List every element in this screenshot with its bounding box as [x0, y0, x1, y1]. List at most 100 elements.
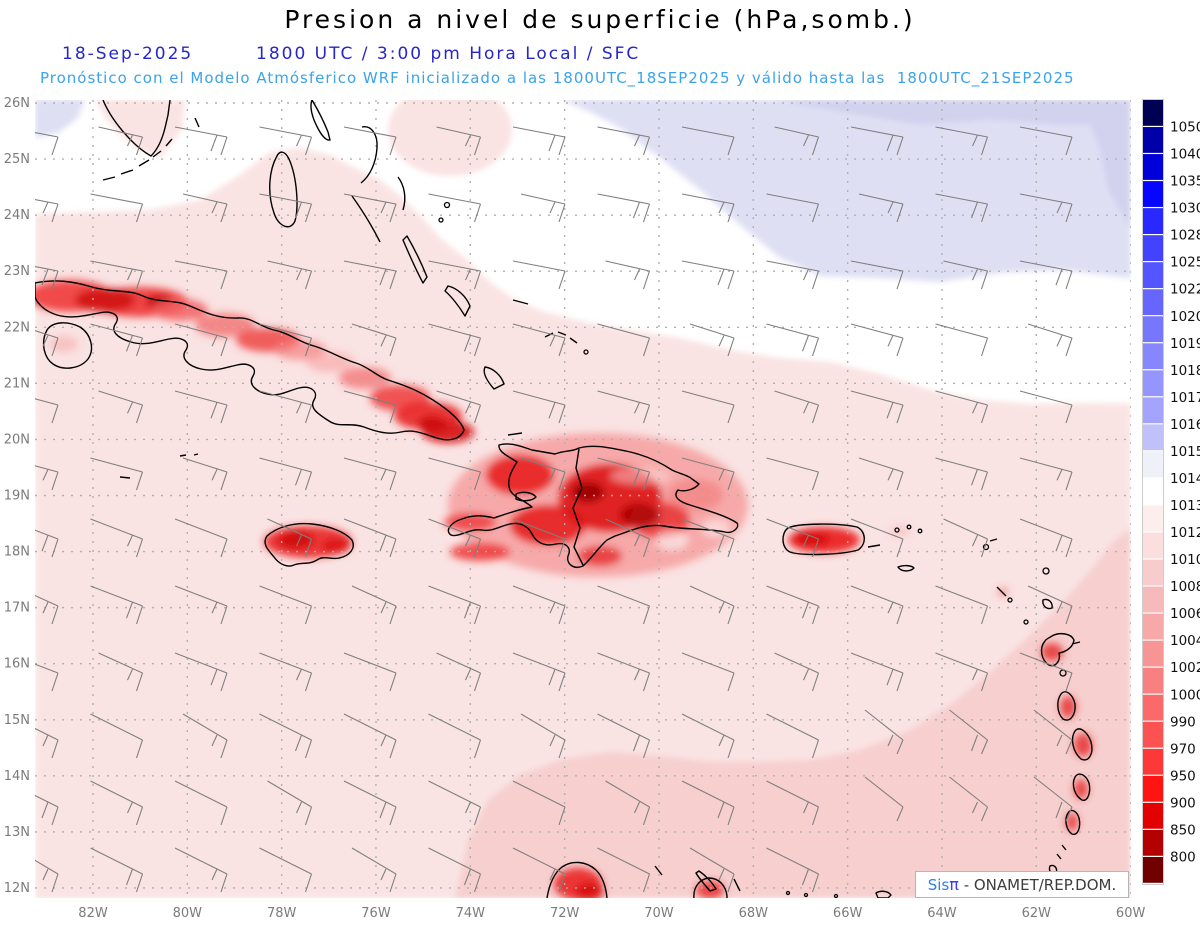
wind-barb — [35, 465, 59, 491]
island-outline — [894, 527, 900, 533]
pressure-low-blob — [610, 468, 670, 484]
island-outline — [906, 524, 912, 530]
wind-barb — [259, 323, 313, 357]
wind-barb — [597, 713, 651, 759]
coastline — [867, 544, 881, 548]
colorbar-tick-label: 950 — [1170, 768, 1196, 784]
wind-barb — [681, 652, 735, 692]
wind-barb — [766, 585, 820, 625]
wind-barb — [605, 518, 651, 558]
wind-barb — [343, 126, 397, 156]
wind-barb — [512, 260, 566, 290]
sispi-label: Sis — [927, 876, 950, 894]
wind-barb — [681, 457, 735, 491]
lat-label: 22N — [4, 320, 30, 335]
colorbar-tick-label: 1000 — [1170, 687, 1200, 703]
wind-barb — [935, 193, 989, 223]
pressure-low-blob — [572, 482, 604, 502]
wind-barb — [774, 126, 820, 156]
colorbar-segment — [1143, 694, 1163, 721]
wind-barb — [428, 193, 482, 223]
wind-barb — [259, 652, 313, 692]
wind-barb — [182, 713, 228, 759]
wind-barb — [1019, 126, 1073, 156]
pressure-low-blob — [576, 883, 604, 898]
lat-label: 19N — [4, 488, 30, 503]
coastline — [35, 280, 465, 441]
coastline — [897, 564, 915, 572]
colorbar-segment — [1143, 613, 1163, 640]
wind-barb — [935, 457, 989, 491]
run-date: 18-Sep-2025 — [62, 44, 194, 64]
wind-barb — [689, 847, 735, 893]
wind-barb — [766, 193, 820, 223]
lon-label: 72W — [550, 906, 580, 921]
coastline — [397, 176, 406, 211]
wind-barb — [174, 518, 228, 558]
wind-barb — [98, 390, 144, 424]
coastline — [351, 195, 381, 243]
wind-barb — [597, 193, 651, 223]
colorbar-tick-label: 990 — [1170, 714, 1196, 730]
pressure-low-blob — [1060, 696, 1076, 718]
wind-barb — [512, 847, 566, 893]
wind-barb — [1027, 585, 1073, 625]
wind-barb — [681, 780, 735, 826]
lon-label: 80W — [173, 906, 203, 921]
island-outline — [583, 349, 589, 355]
lon-label: 68W — [739, 906, 769, 921]
wind-barb — [174, 780, 228, 826]
lat-label: 24N — [4, 208, 30, 223]
colorbar-segment — [1143, 181, 1163, 207]
attribution-text: - ONAMET/REP.DOM. — [963, 876, 1117, 894]
coastline — [546, 861, 608, 898]
colorbar-tick-label: 1040 — [1170, 147, 1200, 163]
coastline — [989, 538, 998, 542]
coastline — [996, 586, 1007, 597]
wind-barb — [597, 847, 651, 893]
coastline — [1057, 691, 1076, 721]
wind-barb — [174, 126, 228, 156]
lon-label: 66W — [833, 906, 863, 921]
wind-barb — [174, 390, 228, 424]
wind-barb — [259, 193, 313, 223]
wind-barb — [681, 126, 735, 156]
page-title: Presion a nivel de superficie (hPa,somb.… — [284, 5, 916, 34]
wind-barb — [1033, 776, 1073, 822]
wind-barb — [351, 323, 397, 357]
wind-barb — [343, 780, 397, 826]
wind-barb — [90, 323, 144, 357]
colorbar-segment — [1143, 856, 1163, 883]
wind-barb — [774, 652, 820, 692]
coastline — [102, 176, 116, 181]
lon-label: 76W — [361, 906, 391, 921]
wind-barb — [766, 260, 820, 290]
coastline — [544, 332, 554, 338]
wind-barb — [520, 713, 566, 759]
coastline — [1042, 598, 1053, 610]
colorbar-segment — [1143, 424, 1163, 451]
colorbar-segment — [1143, 748, 1163, 775]
wind-barb — [90, 457, 144, 491]
wind-barb — [428, 847, 482, 893]
lon-label: 82W — [78, 906, 108, 921]
wind-barb — [35, 794, 59, 826]
coastline — [152, 150, 162, 158]
colorbar-segment — [1143, 532, 1163, 559]
pi-symbol: π — [949, 875, 959, 894]
wind-barb — [597, 457, 651, 491]
colorbar-segment — [1143, 640, 1163, 667]
wind-barb — [436, 126, 482, 156]
wind-barb — [90, 847, 144, 893]
coastline — [569, 337, 578, 344]
lat-label: 26N — [4, 96, 30, 111]
coastline — [120, 169, 134, 175]
wind-barb — [1033, 709, 1073, 755]
wind-barb — [428, 518, 482, 558]
date-time-line: 18-Sep-2025 1800 UTC / 3:00 pm Hora Loca… — [0, 44, 1200, 64]
wind-barb — [1019, 518, 1073, 558]
coastline — [572, 448, 584, 566]
wind-barb — [858, 457, 904, 491]
wind-barb — [35, 266, 59, 290]
wind-barb — [943, 260, 989, 290]
